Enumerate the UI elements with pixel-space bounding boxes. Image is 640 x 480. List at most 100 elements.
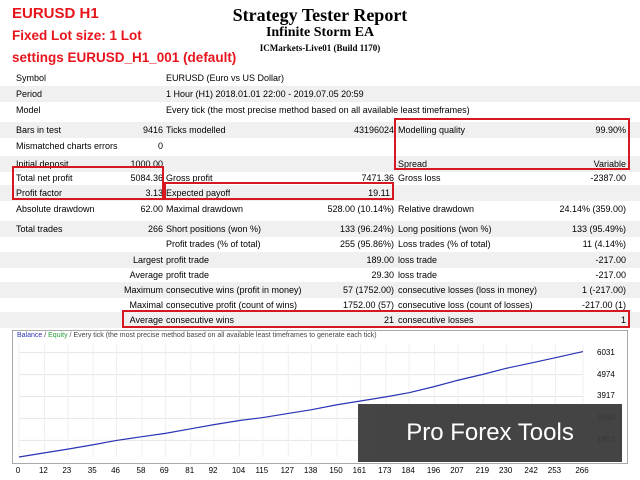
label-largest-loss: loss trade — [398, 255, 438, 265]
value-avg-cons-losses: 1 — [620, 315, 626, 325]
label-average: Average — [129, 270, 163, 280]
label-quality: Modelling quality — [398, 125, 466, 135]
x-tick-label: 127 — [280, 466, 294, 475]
value-trades: 266 — [147, 224, 163, 234]
x-tick-label: 161 — [352, 466, 367, 475]
label-reldd: Relative drawdown — [398, 204, 475, 214]
row-period: Period 1 Hour (H1) 2018.01.01 22:00 - 20… — [0, 86, 640, 102]
value-largest-loss: -217.00 — [595, 255, 626, 265]
label-profitfactor: Profit factor — [16, 188, 63, 198]
overlay-settings-caption: settings EURUSD_H1_001 (default) — [12, 50, 237, 65]
value-profittrades: 255 (95.86%) — [339, 239, 394, 249]
label-max-cons-profit: consecutive profit (count of wins) — [166, 300, 298, 310]
label-mismatch: Mismatched charts errors — [16, 141, 118, 151]
value-spread: Variable — [593, 159, 626, 169]
x-tick-label: 253 — [547, 466, 562, 475]
label-average-profit: profit trade — [166, 270, 210, 280]
value-max-cons-profit: 1752.00 (57) — [342, 300, 394, 310]
label-ticks: Ticks modelled — [166, 125, 226, 135]
x-tick-label: 266 — [575, 466, 589, 475]
label-maximum: Maximum — [123, 285, 163, 295]
value-max-cons-wins: 57 (1752.00) — [342, 285, 394, 295]
x-tick-label: 104 — [231, 466, 246, 475]
row-totaltrades: Total trades 266 Short positions (won %)… — [0, 221, 640, 237]
label-long: Long positions (won %) — [398, 224, 492, 234]
label-deposit: Initial deposit — [16, 159, 69, 169]
row-model: Model Every tick (the most precise metho… — [0, 102, 640, 118]
label-avg-cons-wins: consecutive wins — [166, 315, 235, 325]
row-largest: Largest profit trade 189.00 loss trade -… — [0, 252, 640, 268]
label-expectedpayoff: Expected payoff — [166, 188, 231, 198]
x-tick-label: 35 — [87, 466, 97, 475]
x-tick-label: 46 — [111, 466, 120, 475]
label-spread: Spread — [398, 159, 428, 169]
x-tick-label: 219 — [475, 466, 490, 475]
value-long: 133 (95.49%) — [571, 224, 626, 234]
value-largest-profit: 189.00 — [366, 255, 394, 265]
label-largest: Largest — [132, 255, 163, 265]
row-symbol: Symbol EURUSD (Euro vs US Dollar) — [0, 70, 640, 86]
label-losstrades: Loss trades (% of total) — [398, 239, 491, 249]
label-bars: Bars in test — [16, 125, 62, 135]
value-average-profit: 29.30 — [371, 270, 394, 280]
value-avg-cons-wins: 21 — [383, 315, 394, 325]
label-max-cons-loss: consecutive loss (count of losses) — [398, 300, 533, 310]
x-tick-label: 196 — [426, 466, 441, 475]
value-period: 1 Hour (H1) 2018.01.01 22:00 - 2019.07.0… — [166, 89, 364, 99]
row-mismatch: Mismatched charts errors 0 — [0, 138, 640, 154]
row-bars: Bars in test 9416 Ticks modelled 4319602… — [0, 122, 640, 138]
value-symbol: EURUSD (Euro vs US Dollar) — [166, 73, 285, 83]
chart-legend: Balance / Equity / Every tick (the most … — [17, 332, 377, 339]
x-tick-label: 173 — [378, 466, 392, 475]
row-profittrades: Profit trades (% of total) 255 (95.86%) … — [0, 236, 640, 252]
x-tick-label: 0 — [15, 466, 21, 475]
value-bars: 9416 — [142, 125, 163, 135]
value-model: Every tick (the most precise method base… — [166, 105, 470, 115]
label-short: Short positions (won %) — [166, 224, 262, 234]
server-build: ICMarkets-Live01 (Build 1170) — [259, 43, 381, 53]
watermark-logo: Pro Forex Tools — [358, 404, 622, 462]
value-absdd: 62.00 — [140, 204, 163, 214]
overlay-lot-caption: Fixed Lot size: 1 Lot — [12, 28, 142, 43]
x-tick-label: 69 — [159, 466, 169, 475]
value-maxdd: 528.00 (10.14%) — [327, 204, 394, 214]
value-grossloss: -2387.00 — [590, 173, 626, 183]
label-largest-profit: profit trade — [166, 255, 210, 265]
label-symbol: Symbol — [16, 73, 47, 83]
value-ticks: 43196024 — [353, 125, 394, 135]
legend-description: / Every tick (the most precise method ba… — [67, 332, 377, 339]
x-tick-label: 92 — [208, 466, 218, 475]
value-max-cons-losses: 1 (-217.00) — [581, 285, 626, 295]
value-expectedpayoff: 19.11 — [368, 188, 390, 198]
row-average-consecutive: Average consecutive wins 21 consecutive … — [0, 312, 640, 328]
value-average-loss: -217.00 — [595, 270, 626, 280]
x-tick-label: 115 — [255, 466, 269, 475]
series-line-balance — [18, 350, 584, 458]
x-tick-label: 230 — [498, 466, 513, 475]
value-grossprofit: 7471.36 — [361, 173, 394, 183]
value-deposit: 1000.00 — [130, 159, 163, 169]
label-netprofit: Total net profit — [16, 173, 73, 183]
row-drawdown: Absolute drawdown 62.00 Maximal drawdown… — [0, 201, 640, 217]
x-tick-label: 184 — [401, 466, 415, 475]
label-maximal: Maximal — [129, 300, 163, 310]
label-average-loss: loss trade — [398, 270, 438, 280]
report-title: Strategy Tester Report — [232, 5, 408, 25]
value-losstrades: 11 (4.14%) — [582, 239, 626, 249]
label-grossloss: Gross loss — [398, 173, 441, 183]
x-tick-label: 23 — [62, 466, 72, 475]
value-quality: 99.90% — [595, 125, 626, 135]
legend-separator: / — [42, 332, 49, 339]
row-profitfactor: Profit factor 3.13 Expected payoff 19.11 — [0, 185, 640, 201]
x-tick-label: 150 — [329, 466, 343, 475]
row-netprofit: Total net profit 5084.36 Gross profit 74… — [0, 170, 640, 186]
value-short: 133 (96.24%) — [339, 224, 394, 234]
row-maximal: Maximal consecutive profit (count of win… — [0, 297, 640, 313]
value-max-cons-loss: -217.00 (1) — [581, 300, 626, 310]
value-mismatch: 0 — [157, 141, 163, 151]
label-period: Period — [16, 89, 43, 99]
legend-balance: Balance — [17, 332, 43, 339]
x-tick-label: 58 — [136, 466, 146, 475]
label-avg-cons-losses: consecutive losses — [398, 315, 474, 325]
overlay-symbol-caption: EURUSD H1 — [12, 5, 99, 22]
